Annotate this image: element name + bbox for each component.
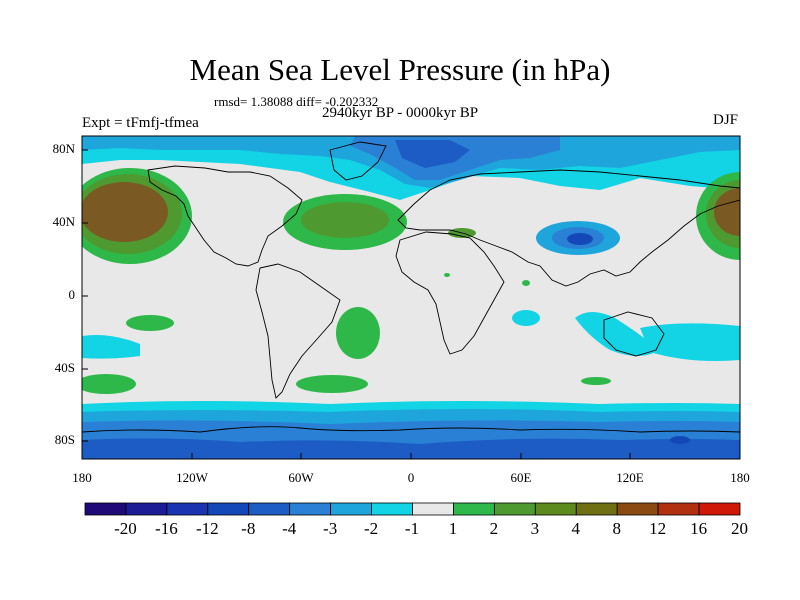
africa-coast [395,231,505,355]
antarctica-coast [82,426,740,433]
gulf-high [444,273,450,277]
colorbar-label: 12 [649,519,667,538]
antarctic-low-m4 [82,438,740,459]
south-pacific-high-west [82,374,136,394]
south-america-coast [255,263,341,399]
colorbar-label: 1 [448,519,458,538]
colorbar-box [412,502,454,516]
chart-title: Mean Sea Level Pressure (in hPa) [189,52,611,87]
indian-ocean-low [512,310,540,326]
east-pacific-high-core [714,188,740,236]
antarctic-low-core [670,436,690,444]
colorbar-box [453,502,495,516]
lat-label: 40N [52,214,75,229]
north-pacific-high-core [82,182,168,242]
colorbar-box [698,502,741,516]
period-text: 2940kyr BP - 0000kyr BP [322,105,479,121]
lon-label: 120W [176,470,208,485]
siberian-low-center [567,233,593,245]
greenland-coast [329,141,387,181]
lat-label: 0 [68,287,76,302]
north-atlantic-high-core [301,202,389,238]
colorbar-label: -3 [323,519,338,538]
southeast-pacific-low [640,323,740,361]
arctic-low-m4 [395,140,470,168]
colorbar-box [534,502,577,516]
colorbar-box [166,502,209,516]
coastlines [82,141,740,433]
colorbar-label: 16 [690,519,708,538]
colorbar-box [575,502,618,516]
lon-label: 120E [616,470,644,485]
colorbar-label: -8 [241,519,256,538]
south-pacific-low-west [82,335,140,359]
season-label: DJF [713,112,739,128]
lat-label: 40S [54,360,75,375]
colorbar-box [84,502,127,516]
colorbar-box [493,502,536,516]
lon-label: 180 [72,470,92,485]
lon-label: 0 [407,470,415,485]
lon-label: 60E [510,470,532,485]
lat-label: 80N [52,141,75,156]
south-atlantic-high-band [296,375,368,393]
arabian-sea-high [522,280,530,286]
lat-ticks [82,149,88,442]
colorbar-box [371,502,413,516]
lon-ticks [191,453,631,459]
experiment-text: Expt = tFmfj-tfmea [82,115,199,131]
stats-text: rmsd= 1.38088 diff= -0.202332 [214,94,379,109]
colorbar-label: -4 [282,519,297,538]
australia-coast [603,311,665,357]
lon-label: 180 [730,470,750,485]
colorbar-box [616,502,659,516]
south-atlantic-high [336,307,380,359]
south-indian-high [581,377,611,385]
colorbar-box [248,502,291,516]
colorbar-box [330,502,372,516]
map-plot-area [82,136,740,459]
colorbar-box [289,502,332,516]
colorbar-label: 20 [731,519,748,538]
lon-label: 60W [288,470,314,485]
colorbar-box [207,502,250,516]
colorbar-label: 8 [612,519,621,538]
colorbar-label: -2 [363,519,379,538]
north-america-coast [147,165,303,267]
colorbar-box [657,502,700,516]
colorbar-label: -16 [155,519,178,538]
colorbar [84,502,741,516]
colorbar-label: -12 [195,519,219,538]
lat-label: 80S [54,432,75,447]
colorbar-label: 4 [571,519,581,538]
colorbar-label: -1 [404,519,420,538]
colorbar-label: 2 [489,519,499,538]
eurasia-coast [397,169,740,287]
colorbar-label: -20 [114,519,137,538]
australia-low [575,312,660,356]
colorbar-label: 3 [530,519,540,538]
tropical-pacific-high [126,315,174,331]
colorbar-box [125,502,168,516]
